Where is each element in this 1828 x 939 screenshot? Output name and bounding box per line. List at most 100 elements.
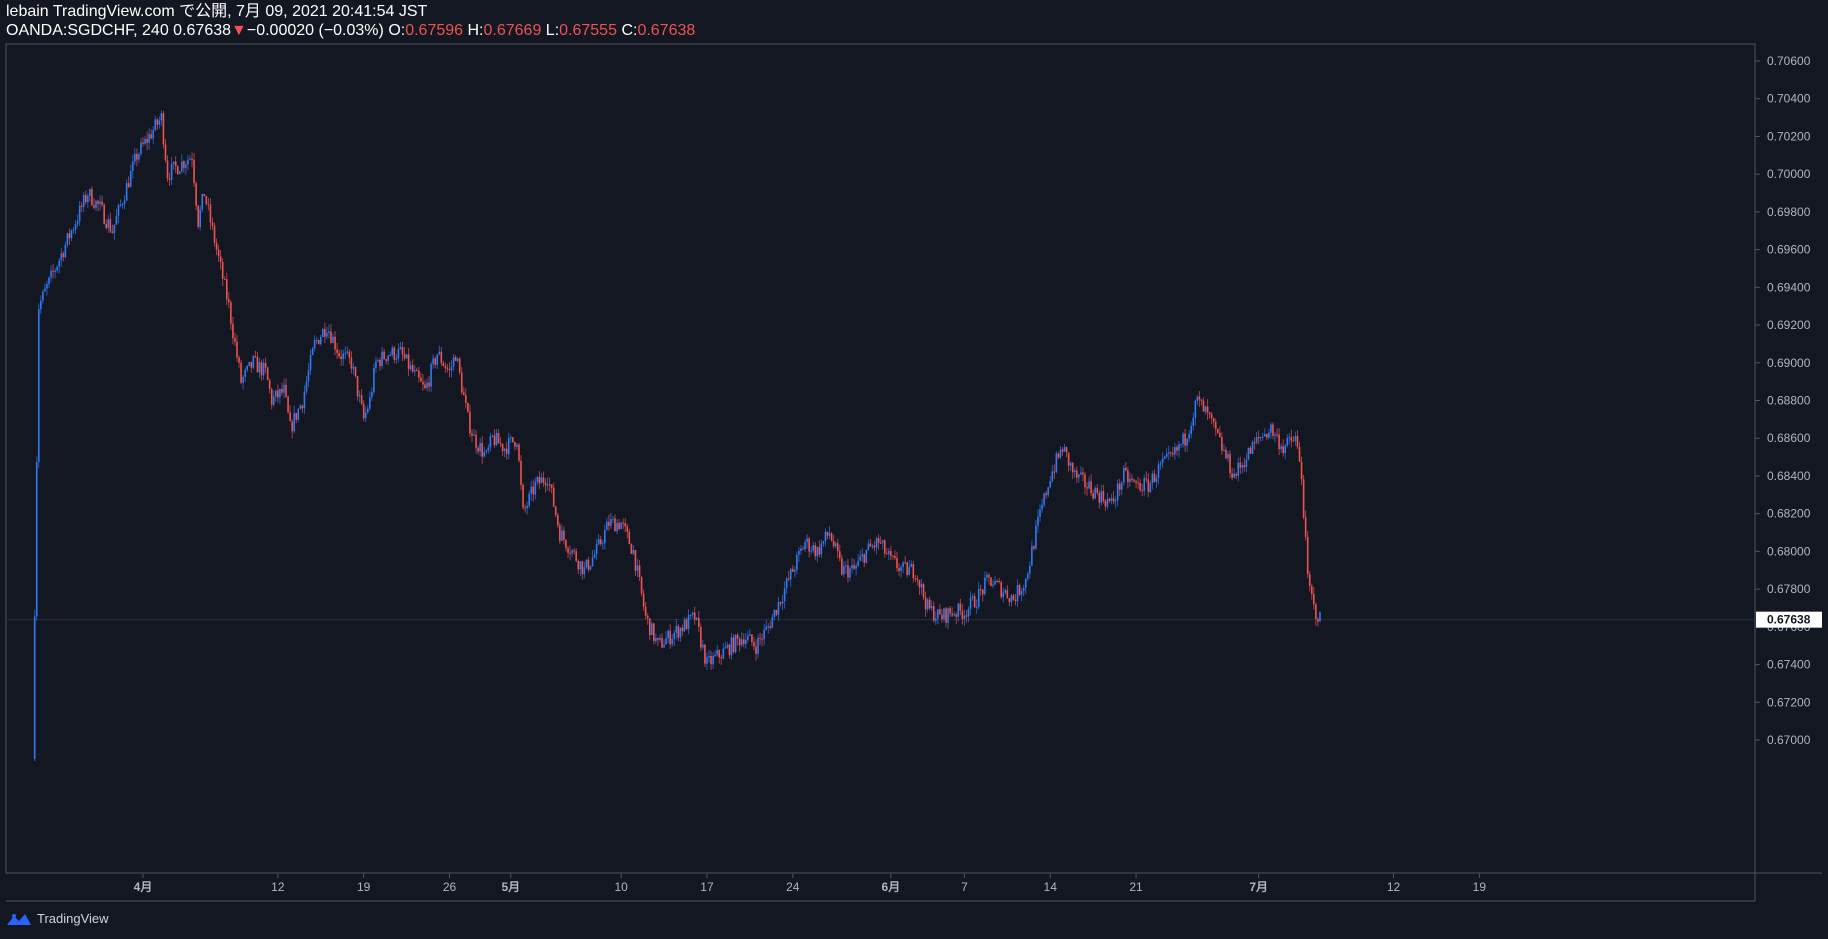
candle-down (420, 377, 422, 382)
candle-down (959, 603, 962, 611)
price-tick-label: 0.68200 (1767, 507, 1811, 521)
candle-down (1206, 406, 1209, 413)
candle-up (346, 351, 349, 353)
candle-up (140, 142, 142, 154)
candle-up (436, 354, 439, 365)
candle-up (1319, 612, 1321, 622)
price-tick-label: 0.70600 (1767, 54, 1811, 68)
candle-up (935, 618, 937, 621)
candle-up (771, 616, 774, 628)
candle-up (107, 219, 110, 228)
candle-up (377, 359, 379, 362)
candle-up (293, 413, 296, 432)
candle-down (567, 548, 569, 553)
candle-down (879, 542, 882, 544)
candle-up (1163, 456, 1166, 459)
candle-down (379, 359, 381, 367)
candle-up (40, 300, 42, 310)
candle-up (510, 437, 512, 439)
candle-up (992, 584, 994, 586)
time-tick-label: 4月 (134, 880, 153, 894)
candle-down (385, 359, 387, 361)
time-axis[interactable]: 4月 12 19 26 5月 10 17 24 6月 7 14 21 7月 12 19 (134, 873, 1487, 894)
open-label: O: (388, 22, 406, 39)
candle-down (544, 482, 547, 486)
candle-up (526, 505, 528, 509)
candle-up (1116, 483, 1119, 501)
candle-up (855, 565, 857, 569)
candle-up (1049, 481, 1052, 488)
candle-down (1290, 437, 1293, 441)
candle-up (789, 568, 792, 580)
candle-down (1092, 493, 1094, 499)
candle-up (783, 588, 786, 602)
candle-down (1317, 618, 1319, 622)
candle-down (232, 323, 234, 339)
candle-up (667, 630, 669, 639)
candle-down (1045, 493, 1047, 496)
candle-down (1000, 582, 1002, 598)
candle-up (252, 356, 255, 368)
candle-down (624, 523, 627, 527)
candle-up (606, 521, 608, 531)
candle-down (838, 551, 841, 559)
candle-up (1263, 434, 1266, 437)
candle-up (540, 477, 543, 484)
last-price: 0.67638 (173, 22, 232, 39)
candle-down (1082, 472, 1084, 475)
close-value: 0.67638 (637, 22, 696, 39)
candle-up (48, 277, 50, 285)
candle-down (608, 521, 610, 526)
candle-down (465, 395, 467, 403)
candle-up (1123, 467, 1125, 483)
time-tick-label: 7 (961, 880, 968, 894)
candle-down (1137, 482, 1139, 484)
candle-down (832, 540, 835, 547)
candle-up (1047, 487, 1049, 496)
candle-up (777, 602, 780, 615)
candle-up (530, 486, 533, 494)
candle-down (720, 657, 723, 659)
candle-down (998, 581, 1000, 583)
candle-down (559, 525, 561, 541)
candle-down (932, 606, 935, 621)
candle-up (767, 626, 770, 628)
candle-up (352, 366, 355, 369)
candle-up (810, 550, 812, 552)
candle-up (1088, 481, 1090, 489)
candle-up (865, 549, 868, 563)
candle-down (348, 351, 351, 358)
candle-down (894, 555, 896, 558)
candle-down (628, 531, 631, 545)
candle-down (250, 361, 253, 368)
candle-up (1280, 446, 1282, 450)
candle-up (994, 581, 996, 585)
candle-down (270, 389, 273, 405)
candle-down (1108, 498, 1111, 501)
candle-up (115, 215, 118, 225)
time-tick-label: 19 (1473, 880, 1487, 894)
candle-down (1298, 446, 1301, 462)
candle-up (89, 189, 91, 196)
candle-up (1270, 424, 1272, 433)
candle-up (87, 195, 89, 202)
price-change: −0.00020 (−0.03%) (246, 22, 384, 39)
candle-down (808, 538, 810, 552)
price-axis[interactable]: 0.670000.672000.674000.676000.678000.680… (1755, 54, 1811, 747)
candle-down (677, 626, 680, 638)
candle-up (82, 194, 85, 207)
candle-up (123, 200, 126, 205)
candle-up (452, 357, 455, 367)
candle-up (322, 328, 324, 337)
candle-down (424, 384, 426, 389)
candle-down (1145, 478, 1148, 480)
candle-down (238, 357, 240, 363)
candle-down (996, 581, 998, 583)
candle-up (326, 332, 328, 337)
candle-up (473, 434, 475, 436)
tradingview-logo[interactable]: TradingView (6, 911, 109, 926)
candle-down (393, 347, 396, 360)
candle-down (1006, 590, 1009, 599)
time-tick-label: 24 (786, 880, 800, 894)
